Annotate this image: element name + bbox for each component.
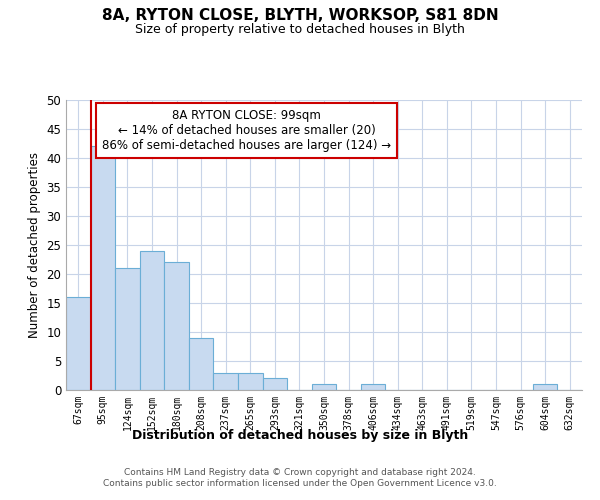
Bar (238, 372, 263, 390)
Bar (164, 262, 189, 390)
Bar (533, 384, 557, 390)
Y-axis label: Number of detached properties: Number of detached properties (28, 152, 41, 338)
Text: 8A RYTON CLOSE: 99sqm
← 14% of detached houses are smaller (20)
86% of semi-deta: 8A RYTON CLOSE: 99sqm ← 14% of detached … (102, 108, 391, 152)
Bar (189, 338, 214, 390)
Bar (214, 372, 238, 390)
Text: Contains HM Land Registry data © Crown copyright and database right 2024.
Contai: Contains HM Land Registry data © Crown c… (103, 468, 497, 487)
Bar (91, 146, 115, 390)
Bar (312, 384, 336, 390)
Bar (140, 251, 164, 390)
Bar (361, 384, 385, 390)
Bar (66, 297, 91, 390)
Text: 8A, RYTON CLOSE, BLYTH, WORKSOP, S81 8DN: 8A, RYTON CLOSE, BLYTH, WORKSOP, S81 8DN (101, 8, 499, 22)
Text: Distribution of detached houses by size in Blyth: Distribution of detached houses by size … (132, 428, 468, 442)
Bar (115, 268, 140, 390)
Bar (263, 378, 287, 390)
Text: Size of property relative to detached houses in Blyth: Size of property relative to detached ho… (135, 22, 465, 36)
